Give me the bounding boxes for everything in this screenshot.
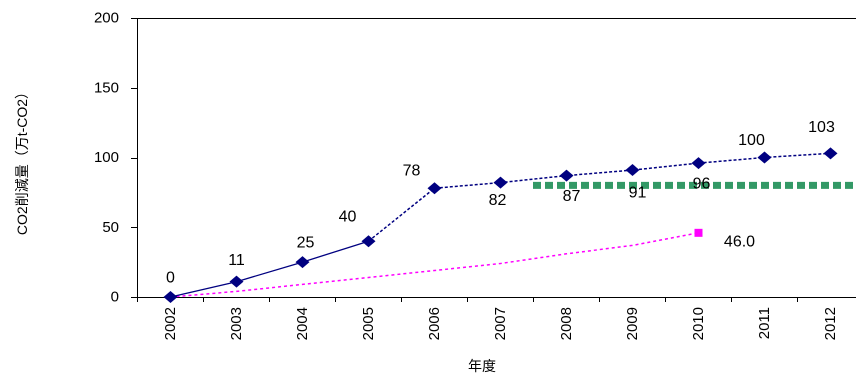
navy-series-data-label: 25 [297,235,315,252]
navy-series-marker [823,147,838,160]
x-axis-title: 年度 [468,358,496,374]
navy-series-data-label: 87 [563,188,581,205]
navy-series-data-label: 91 [629,185,647,202]
navy-series-data-label: 78 [403,163,421,180]
navy-series-data-label: 96 [693,176,711,193]
y-tick-label: 100 [94,149,119,166]
navy-series-data-label: 100 [738,132,765,149]
x-tick-label: 2011 [756,307,773,339]
navy-series-line-dashed [368,152,831,242]
x-tick-label: 2009 [624,307,641,340]
x-tick-label: 2006 [426,307,443,340]
navy-series-marker [625,164,640,177]
navy-series-marker [559,169,574,182]
navy-series-data-label: 40 [339,209,357,226]
navy-series-marker [691,157,706,170]
navy-series-marker [361,235,376,248]
x-tick-label: 2003 [228,307,245,340]
x-tick-label: 2004 [294,307,311,340]
y-tick-label: 0 [111,289,119,306]
series-layer [163,147,856,303]
magenta-series-data-label: 46.0 [724,233,755,250]
navy-series-marker [163,291,178,303]
x-tick-label: 2007 [492,307,509,340]
x-tick-label: 2002 [162,307,179,340]
y-axis-ticks: 0 50 100 150 200 [94,10,137,306]
y-tick-label: 200 [94,10,119,27]
navy-series-marker [493,176,508,189]
data-labels: 0 11 25 40 78 82 87 91 96 100 103 46.0 [166,119,835,287]
y-tick-label: 150 [94,79,119,96]
magenta-series-line [170,232,699,298]
x-tick-label: 2008 [558,307,575,340]
magenta-series-marker [694,228,703,237]
navy-series-data-label: 11 [228,252,245,269]
x-tick-label: 2005 [360,307,377,340]
navy-series-data-label: 82 [489,192,507,209]
x-tick-label: 2012 [822,307,839,340]
navy-series-line-solid [170,240,369,298]
plot-area-frame [137,18,856,298]
navy-series-marker [427,182,442,195]
navy-series-marker [757,151,772,164]
navy-series-data-label: 103 [808,119,835,136]
navy-series-marker [229,275,244,288]
x-axis-ticks: 2002 2003 2004 2005 2006 2007 2008 2009 2010 2011… [137,297,839,340]
navy-series-marker [295,256,310,269]
x-tick-label: 2010 [690,307,707,340]
navy-series-data-label: 0 [166,270,175,287]
y-axis-title: CO2削減量（万t-CO2） [14,85,30,235]
y-tick-label: 50 [102,219,119,236]
